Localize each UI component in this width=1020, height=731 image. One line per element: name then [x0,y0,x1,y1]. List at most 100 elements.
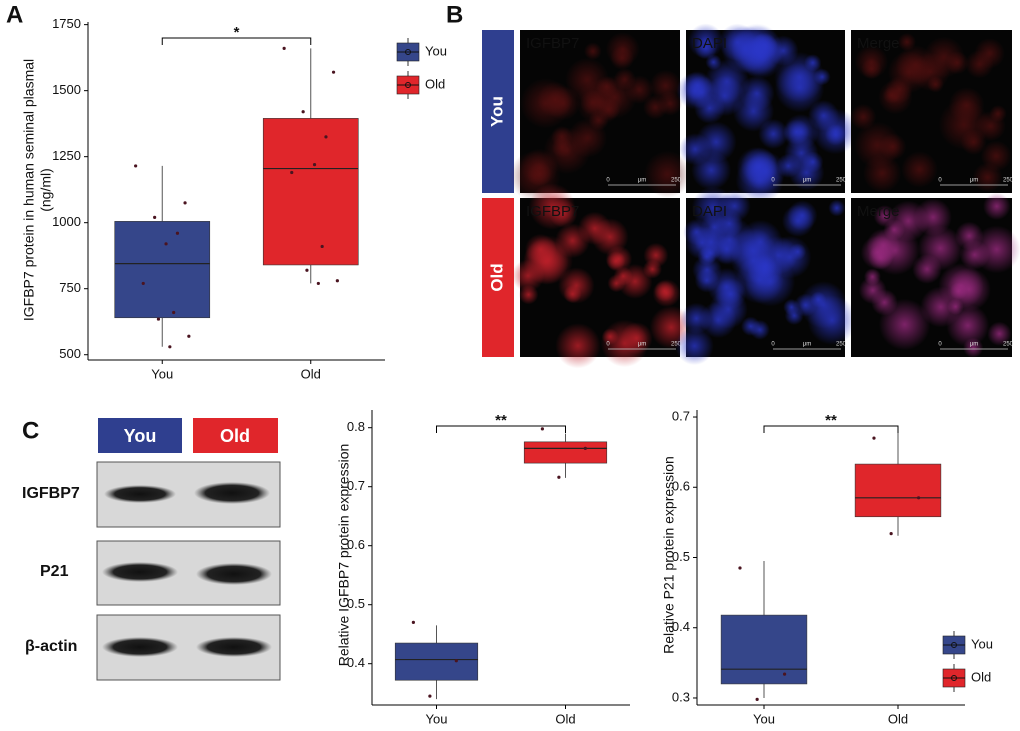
group-label: You [124,426,157,446]
legend-dot [405,82,411,88]
data-point [872,436,876,440]
y-tick-label: 0.6 [672,479,690,494]
y-tick-label: 0.7 [672,408,690,423]
box [114,221,211,319]
data-point [411,620,415,625]
y-axis-label: Relative IGFBP7 protein expression [336,444,352,667]
legend-dot [951,675,957,681]
data-point [183,201,187,205]
legend-dot [405,49,411,55]
y-tick-label: 0.5 [347,596,365,611]
scale-bar-label: 250 [1003,178,1014,184]
fluorescence [543,127,591,175]
fluorescence [960,129,987,156]
fluorescence [694,36,718,60]
blot-row-label: P21 [40,563,69,580]
data-point [134,164,138,168]
fluorescence [810,291,827,308]
fluorescence [605,245,633,273]
y-tick-label: 0.6 [347,537,365,552]
legend-label: Old [425,76,445,91]
scale-bar-label: 0 [771,178,775,184]
fluorescence [740,316,761,336]
fluorescence [974,38,1005,69]
fluorescence [858,276,887,305]
data-point [782,672,787,676]
fluorescence [901,151,938,188]
fluorescence [759,235,798,275]
microscopy-panel: You IGFBP7 0 μm 250 DAPI 0 μm 250 Merge 0 μm 250 Old I… [482,23,1020,369]
data-point [316,281,320,286]
band [196,563,272,585]
fluorescence [912,254,942,284]
fluorescence [555,323,601,369]
fluorescence [555,223,590,259]
significance-bracket [763,425,899,433]
scale-bar-label: 0 [938,178,942,184]
row-label: You [487,96,506,127]
channel-label: Merge [857,35,900,52]
panel-letter: A [6,1,23,28]
significance-label: ** [495,412,507,429]
data-point [428,694,432,698]
legend-label: You [425,43,447,58]
box [854,463,942,518]
y-tick-label: 1250 [52,148,81,163]
blot-row-label: IGFBP7 [22,485,80,502]
data-point [540,427,544,431]
scale-bar-label: 0 [771,342,775,348]
data-point [335,279,339,283]
scale-bar-label: μm [803,178,811,184]
scale-bar-label: 0 [606,178,610,184]
data-point [172,310,176,315]
legend-dot [951,642,957,648]
data-point [755,697,759,701]
data-point [301,110,305,114]
data-point [187,334,191,338]
fluorescence [518,284,539,305]
fluorescence [537,81,574,118]
blot-row-label: β-actin [25,638,77,655]
fluorescence [784,306,804,326]
data-point [305,268,309,272]
fluorescence [731,23,783,75]
y-tick-label: 1000 [52,214,81,229]
box [720,614,808,685]
fluorescence [862,154,902,193]
fluorescence [528,183,576,230]
data-point [583,446,587,450]
significance-bracket [436,425,566,433]
y-tick-label: 1750 [52,16,81,31]
fluorescence [861,58,882,80]
fluorescence [963,337,984,358]
data-point [141,281,145,286]
significance-bracket [161,37,312,45]
data-point [168,345,172,349]
y-tick-label: 0.4 [672,619,690,634]
fluorescence [923,36,965,79]
fluorescence [707,267,746,306]
x-tick-label: Old [555,711,575,726]
western-blot: You Old IGFBP7 P21 β-actin [22,418,281,681]
fluorescence [736,146,779,189]
fluorescence [784,135,819,171]
data-point [324,135,328,139]
channel-label: IGFBP7 [526,35,579,52]
box [523,441,608,464]
row-header [482,198,514,357]
band [194,482,270,504]
fluorescence [787,200,818,231]
row-label: Old [487,263,506,291]
data-point [312,162,317,167]
scale-bar-label: μm [970,342,978,348]
fluorescence [885,76,913,104]
y-axis-label: (ng/ml) [38,168,54,212]
scale-bar-label: 250 [836,342,847,348]
box [394,642,479,681]
data-point [156,317,161,321]
fluorescence [946,303,990,347]
y-tick-label: 0.5 [672,549,690,564]
fluorescence [987,321,1012,346]
fluorescence [684,75,718,109]
